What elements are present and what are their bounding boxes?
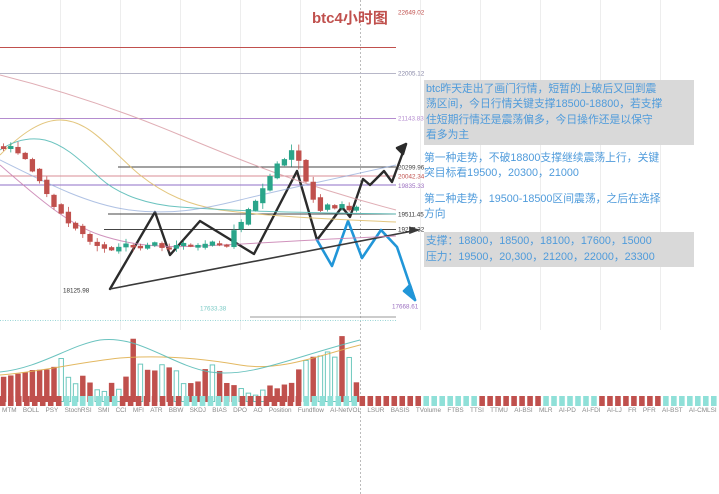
svg-text:22005.12: 22005.12 <box>398 71 425 78</box>
svg-text:btc4小时图: btc4小时图 <box>312 10 388 27</box>
svg-text:19835.33: 19835.33 <box>398 183 425 190</box>
svg-text:17633.38: 17633.38 <box>200 306 227 313</box>
svg-text:20299.96: 20299.96 <box>398 165 425 172</box>
svg-text:17668.61: 17668.61 <box>392 304 419 311</box>
svg-text:22649.02: 22649.02 <box>398 10 425 17</box>
svg-text:20042.34: 20042.34 <box>398 174 425 181</box>
svg-text:19511.45: 19511.45 <box>398 212 424 219</box>
svg-text:18125.98: 18125.98 <box>63 288 90 295</box>
svg-text:21143.83: 21143.83 <box>398 116 424 123</box>
